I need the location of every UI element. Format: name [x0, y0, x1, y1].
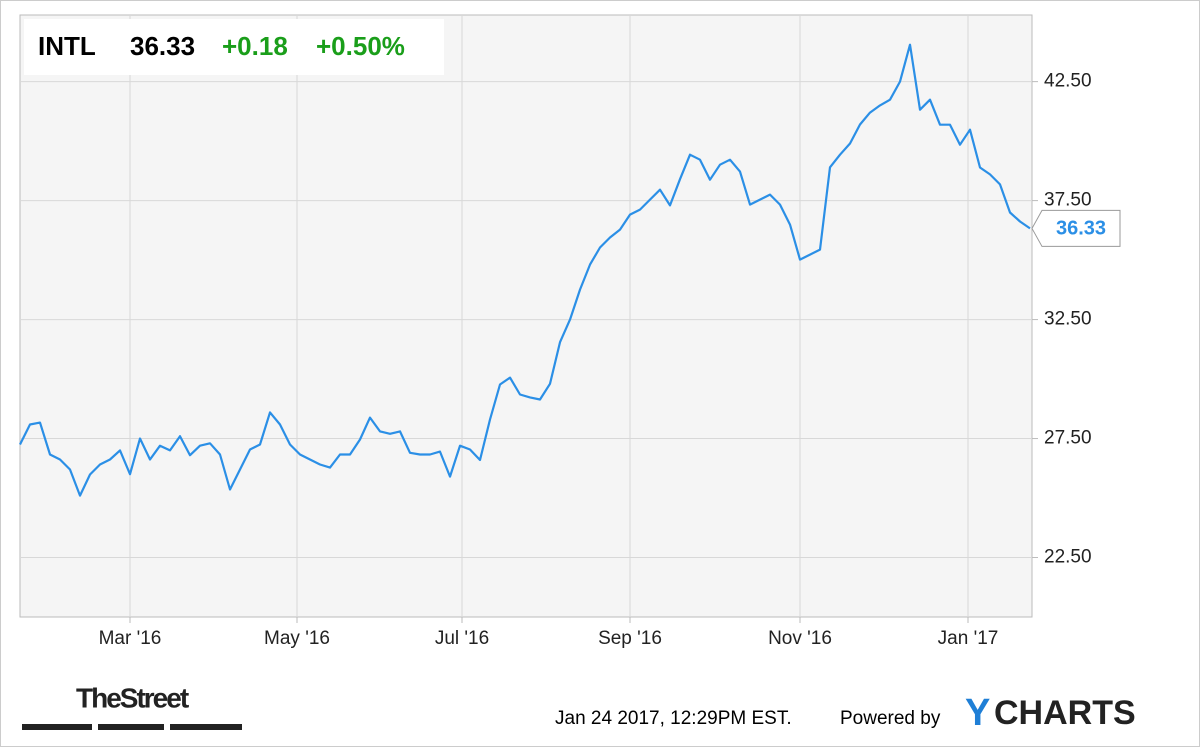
- change-percent: +0.50%: [316, 31, 405, 61]
- logo-bar: [170, 724, 242, 730]
- x-tick-label: May '16: [264, 628, 330, 649]
- x-tick-label: Jan '17: [938, 628, 999, 649]
- y-tick-label: 32.50: [1044, 309, 1092, 330]
- y-tick-label: 37.50: [1044, 190, 1092, 211]
- logo-bar: [98, 724, 164, 730]
- ticker: INTL: [38, 31, 96, 61]
- plot-area: [19, 14, 1033, 618]
- x-tick-label: Mar '16: [99, 628, 162, 649]
- price-line: [19, 43, 1031, 497]
- y-tick-label: 27.50: [1044, 428, 1092, 449]
- powered-by: Powered by: [840, 708, 941, 729]
- timestamp: Jan 24 2017, 12:29PM EST.: [555, 708, 792, 729]
- y-tick-label: 42.50: [1044, 71, 1092, 92]
- change: +0.18: [222, 31, 288, 61]
- logo-bar: [22, 724, 92, 730]
- y-tick-label: 22.50: [1044, 547, 1092, 568]
- last-value-box: [1031, 209, 1121, 247]
- header-box: [24, 19, 444, 75]
- x-tick-label: Nov '16: [768, 628, 832, 649]
- x-tick-label: Jul '16: [435, 628, 489, 649]
- brand-right-initial: Y: [965, 692, 990, 734]
- last-value-label: 36.33: [1056, 218, 1106, 240]
- brand-left: TheStreet: [76, 682, 189, 713]
- x-tick-label: Sep '16: [598, 628, 662, 649]
- price: 36.33: [130, 31, 195, 61]
- brand-right: CHARTS: [994, 694, 1136, 732]
